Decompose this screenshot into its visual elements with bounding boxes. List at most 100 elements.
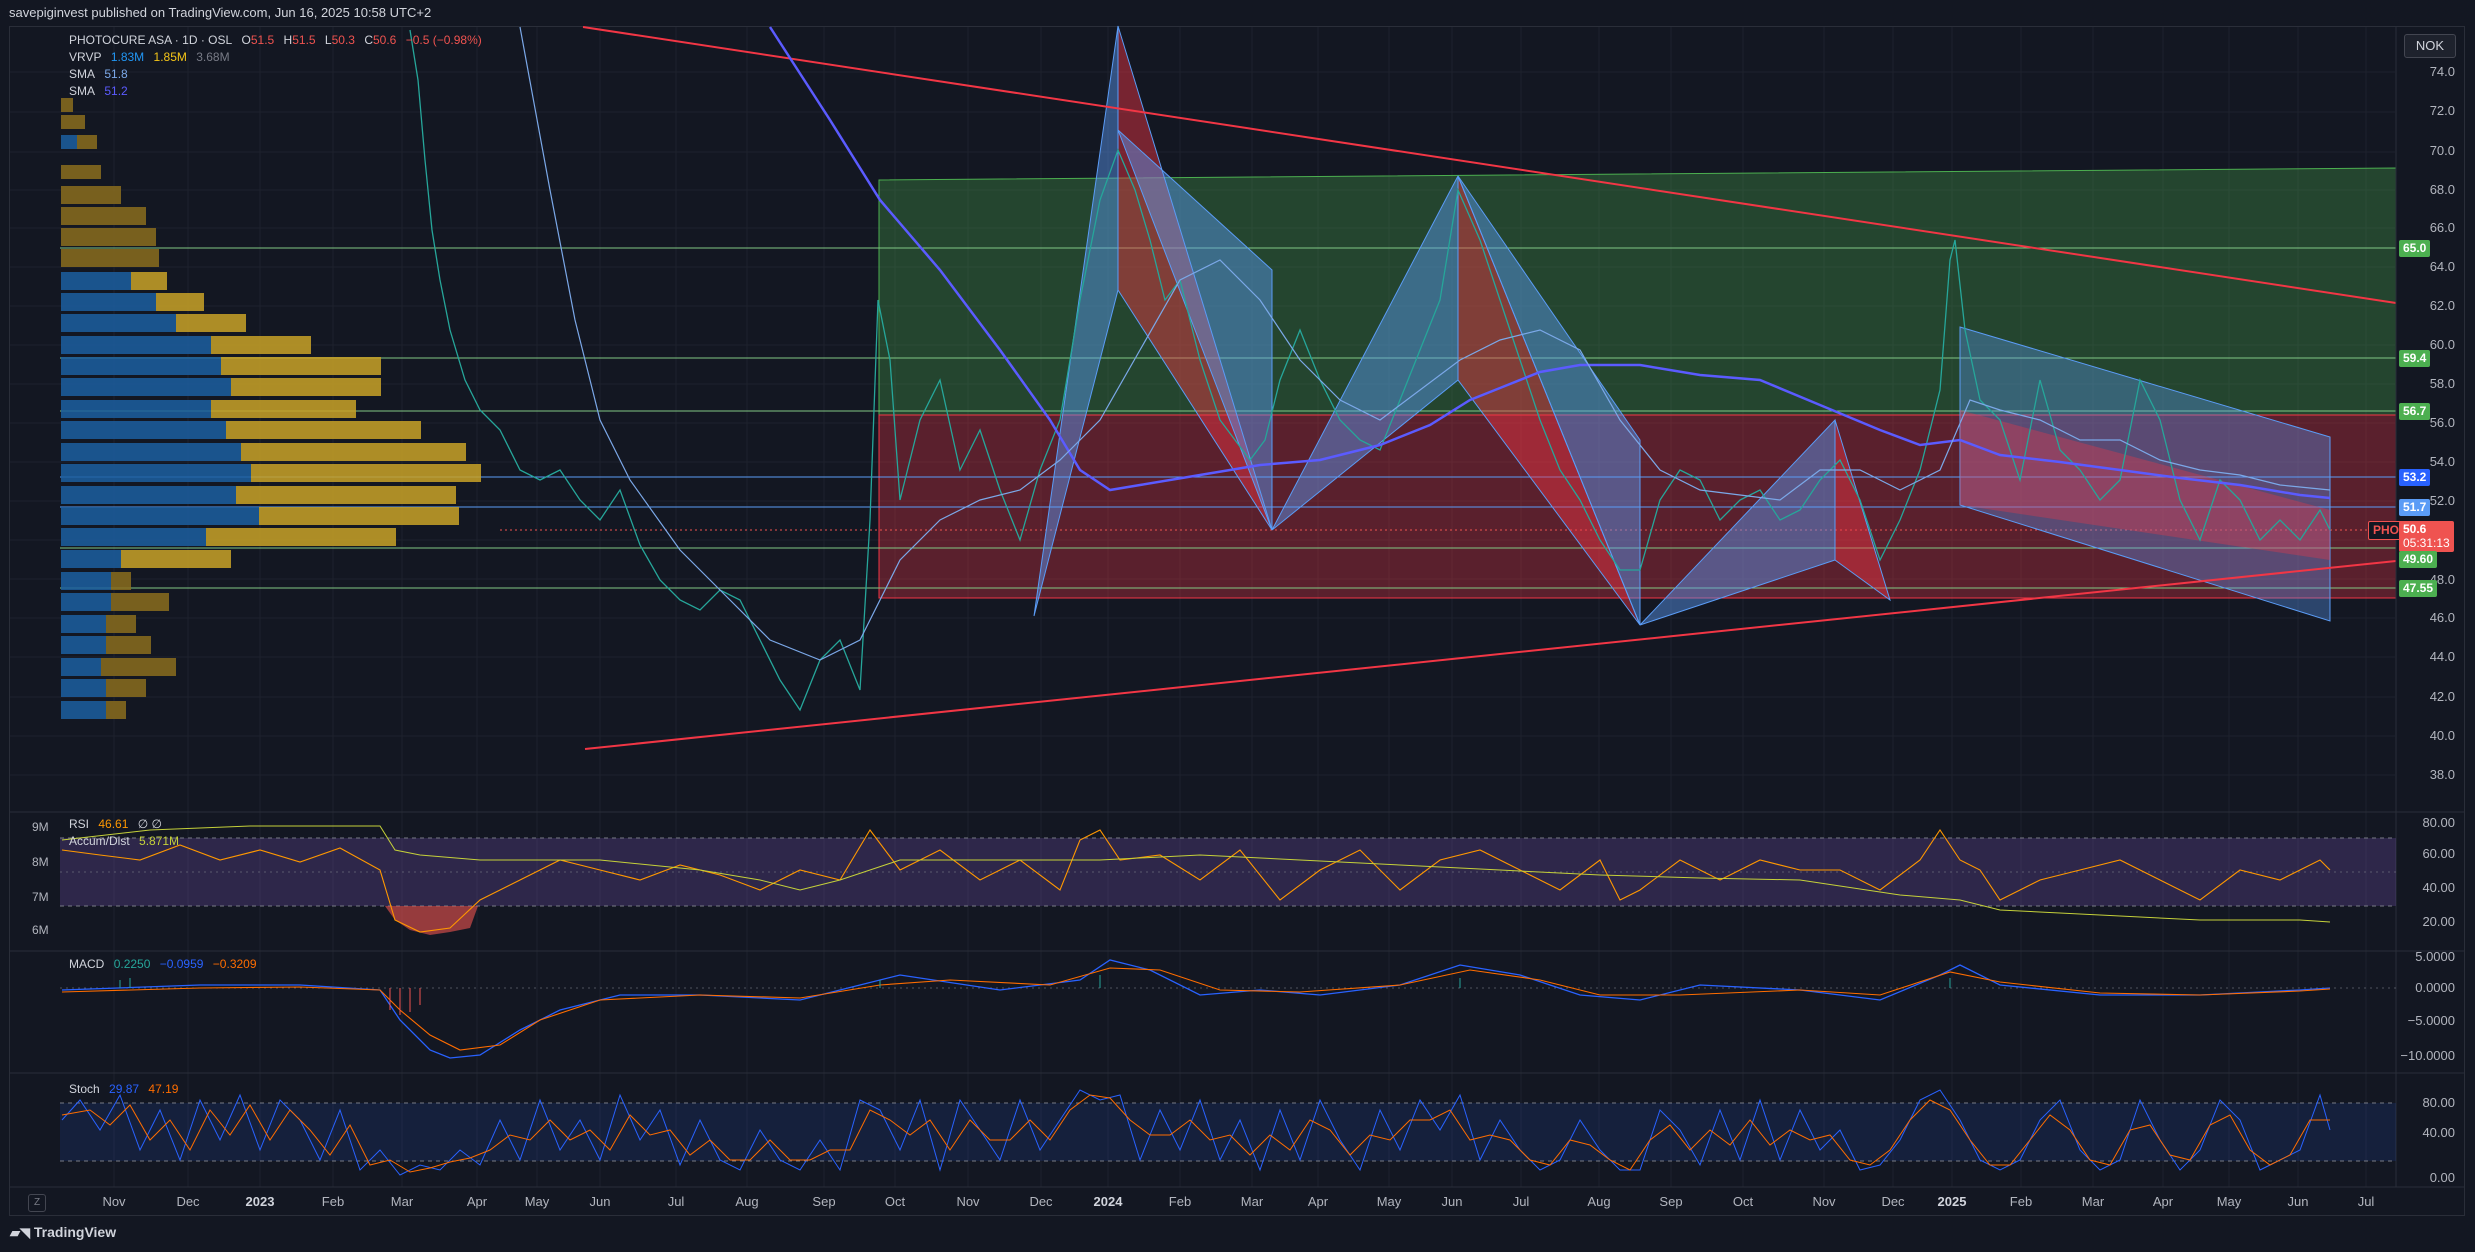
time-tick: Jul (1512, 1194, 1530, 1209)
time-tick: Jun (1441, 1194, 1463, 1209)
vrvp-down-volume: 1.85M (153, 50, 187, 64)
stoch-d-value: 47.19 (148, 1082, 179, 1096)
price-tick: 38.0 (2429, 767, 2455, 782)
accum-left-tick: 8M (32, 855, 49, 869)
time-tick: 2024 (1093, 1194, 1123, 1209)
low-value: 50.3 (331, 33, 355, 47)
currency-button[interactable]: NOK (2404, 34, 2456, 58)
time-tick: Aug (735, 1194, 759, 1209)
stoch-legend: Stoch 29.87 47.19 (69, 1081, 184, 1098)
sma-badge-51-7: 51.7 (2399, 499, 2431, 516)
vrvp-label[interactable]: VRVP (69, 50, 102, 64)
time-tick: Oct (1732, 1194, 1754, 1209)
price-tick: 74.0 (2429, 64, 2455, 79)
open-value: 51.5 (250, 33, 275, 47)
price-tick: 40.0 (2429, 728, 2455, 743)
time-tick: Mar (2081, 1194, 2105, 1209)
sma-fast-line (519, 26, 2331, 661)
zoom-button[interactable]: Z (28, 1194, 46, 1212)
time-tick: Jun (2287, 1194, 2309, 1209)
harmonic-patterns (1033, 25, 1891, 626)
price-tick: 62.0 (2429, 298, 2455, 313)
level-badge-65: 65.0 (2399, 240, 2431, 257)
price-tick: 70.0 (2429, 143, 2455, 158)
stoch-label[interactable]: Stoch (69, 1082, 100, 1096)
level-badge-47-55: 47.55 (2399, 580, 2438, 597)
time-tick: Apr (2152, 1194, 2174, 1209)
stoch-tick: 40.00 (2422, 1125, 2455, 1140)
price-tick: 66.0 (2429, 220, 2455, 235)
accum-dist-label[interactable]: Accum/Dist (69, 834, 130, 848)
chart-frame[interactable] (9, 26, 2465, 1216)
price-tick: 72.0 (2429, 103, 2455, 118)
time-tick: Apr (466, 1194, 488, 1209)
time-tick: Nov (956, 1194, 980, 1209)
macd-signal-value: −0.3209 (212, 957, 257, 971)
rsi-value: 46.61 (98, 817, 129, 831)
time-tick: Mar (390, 1194, 414, 1209)
last-price-badge: 50.6 05:31:13 (2399, 521, 2454, 552)
level-badge-49-60: 49.60 (2399, 551, 2438, 568)
time-tick: Sep (1659, 1194, 1683, 1209)
sma2-label[interactable]: SMA (69, 84, 96, 98)
time-tick: 2025 (1937, 1194, 1967, 1209)
accum-left-tick: 9M (32, 820, 49, 834)
macd-legend: MACD 0.2250 −0.0959 −0.3209 (69, 956, 263, 973)
price-tick: 58.0 (2429, 376, 2455, 391)
accum-left-tick: 7M (32, 890, 49, 904)
time-tick: Feb (321, 1194, 345, 1209)
sma1-label[interactable]: SMA (69, 67, 96, 81)
vrvp-up-volume: 1.83M (110, 50, 145, 64)
macd-signal-line (61, 967, 2331, 1051)
close-value: 50.6 (372, 33, 397, 47)
accum-dist-value: 5.871M (139, 834, 180, 848)
accum-left-tick: 6M (32, 923, 49, 937)
price-tick: 60.0 (2429, 337, 2455, 352)
time-tick: May (524, 1194, 550, 1209)
rsi-tick: 40.00 (2422, 880, 2455, 895)
change-value: −0.5 (−0.98%) (405, 33, 482, 47)
time-tick: Feb (1168, 1194, 1192, 1209)
symbol-title[interactable]: PHOTOCURE ASA · 1D · OSL (69, 33, 233, 47)
time-tick: Jul (667, 1194, 685, 1209)
level-badge-53-2: 53.2 (2399, 469, 2431, 486)
tradingview-logo[interactable]: ▰◥ TradingView (10, 1224, 116, 1241)
time-tick: Nov (1812, 1194, 1836, 1209)
rsi-extra: ∅ ∅ (137, 817, 162, 831)
time-tick: Dec (176, 1194, 200, 1209)
price-tick: 64.0 (2429, 259, 2455, 274)
macd-tick: 0.0000 (2415, 980, 2455, 995)
sma2-value: 51.2 (104, 84, 128, 98)
price-tick: 54.0 (2429, 454, 2455, 469)
time-tick: Sep (812, 1194, 836, 1209)
last-price: 50.6 (2403, 522, 2427, 536)
price-tick: 52.0 (2429, 493, 2455, 508)
macd-hist-value: 0.2250 (113, 957, 151, 971)
high-value: 51.5 (292, 33, 316, 47)
brand-name: TradingView (33, 1224, 117, 1240)
stoch-tick: 80.00 (2422, 1095, 2455, 1110)
rsi-tick: 60.00 (2422, 846, 2455, 861)
published-header: savepiginvest published on TradingView.c… (0, 0, 2475, 26)
macd-label[interactable]: MACD (69, 957, 105, 971)
macd-histogram (119, 975, 1951, 988)
tradingview-logo-icon: ▰◥ (10, 1225, 30, 1240)
price-tick: 68.0 (2429, 182, 2455, 197)
published-text: savepiginvest published on TradingView.c… (9, 5, 432, 20)
main-legend: PHOTOCURE ASA · 1D · OSL O51.5 H51.5 L50… (69, 33, 482, 98)
vrvp-total-volume: 3.68M (196, 50, 230, 64)
sma-slow-line (768, 26, 2331, 500)
macd-tick: 5.0000 (2415, 949, 2455, 964)
time-tick: Feb (2009, 1194, 2033, 1209)
stoch-d-line (61, 1094, 2330, 1173)
price-tick: 46.0 (2429, 610, 2455, 625)
time-tick: May (2216, 1194, 2242, 1209)
time-tick: Oct (884, 1194, 906, 1209)
time-tick: Jul (2357, 1194, 2375, 1209)
rsi-label[interactable]: RSI (69, 817, 90, 831)
volume-profile (61, 98, 481, 719)
stoch-k-line (61, 1089, 2331, 1176)
sma1-value: 51.8 (104, 67, 128, 81)
time-tick: Dec (1029, 1194, 1053, 1209)
